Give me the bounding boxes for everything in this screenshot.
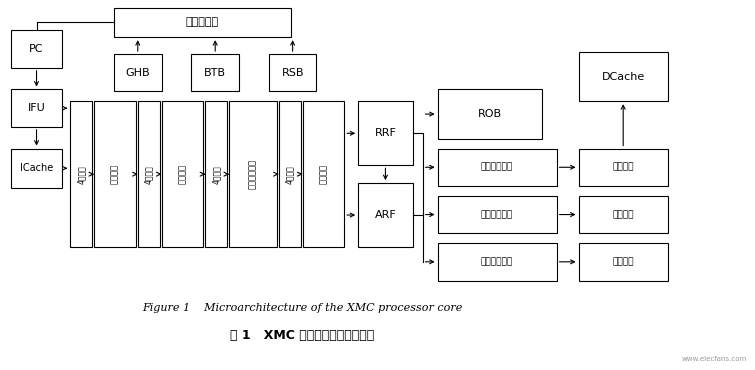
Text: Figure 1    Microarchitecture of the XMC processor core: Figure 1 Microarchitecture of the XMC pr… xyxy=(143,303,463,313)
Bar xyxy=(438,196,556,233)
Text: RRF: RRF xyxy=(374,128,396,138)
Bar xyxy=(303,101,344,247)
Text: 访存发射队列: 访存发射队列 xyxy=(481,163,513,172)
Bar xyxy=(438,243,556,280)
Text: ROB: ROB xyxy=(478,109,502,119)
Bar xyxy=(94,101,136,247)
Text: 浮点发射队列: 浮点发射队列 xyxy=(481,257,513,266)
Bar xyxy=(114,54,162,91)
Text: PC: PC xyxy=(29,44,44,54)
Bar xyxy=(162,101,203,247)
Text: 图 1   XMC 处理器核的微体系结构: 图 1 XMC 处理器核的微体系结构 xyxy=(230,329,374,342)
Bar xyxy=(11,90,63,127)
Text: 分支预测器: 分支预测器 xyxy=(186,17,219,27)
Bar xyxy=(578,196,668,233)
Text: IFU: IFU xyxy=(28,103,45,113)
Bar xyxy=(11,30,63,68)
Bar xyxy=(279,101,300,247)
Bar xyxy=(229,101,277,247)
Text: 访存部件: 访存部件 xyxy=(612,163,634,172)
Bar xyxy=(578,243,668,280)
Bar xyxy=(438,149,556,186)
Bar xyxy=(578,52,668,101)
Bar xyxy=(578,149,668,186)
Bar xyxy=(438,90,542,139)
Text: 整数发射队列: 整数发射队列 xyxy=(481,210,513,219)
Bar xyxy=(358,101,413,165)
Bar xyxy=(358,183,413,247)
Text: 4条缓冲: 4条缓冲 xyxy=(211,165,220,184)
Text: DCache: DCache xyxy=(602,72,645,82)
Bar xyxy=(269,54,316,91)
Text: 重命名映射表: 重命名映射表 xyxy=(248,159,257,189)
Bar xyxy=(205,101,227,247)
Text: 浮点部件: 浮点部件 xyxy=(612,257,634,266)
Text: 分派队列: 分派队列 xyxy=(319,164,328,184)
Text: RSB: RSB xyxy=(282,68,304,78)
Text: 4条缓冲: 4条缓冲 xyxy=(144,165,153,184)
Text: www.elecfans.com: www.elecfans.com xyxy=(682,356,747,362)
Text: 4条缓冲: 4条缓冲 xyxy=(77,165,86,184)
Bar xyxy=(137,101,159,247)
Text: 译码队列: 译码队列 xyxy=(178,164,187,184)
Text: BTB: BTB xyxy=(204,68,226,78)
Text: GHB: GHB xyxy=(125,68,150,78)
Bar xyxy=(70,101,92,247)
Text: 整数部件: 整数部件 xyxy=(612,210,634,219)
Text: ICache: ICache xyxy=(20,163,53,173)
Text: 指令队列: 指令队列 xyxy=(110,164,119,184)
Bar xyxy=(191,54,239,91)
Text: 4条缓冲: 4条缓冲 xyxy=(285,165,294,184)
Bar xyxy=(11,149,63,188)
Bar xyxy=(114,8,291,37)
Text: ARF: ARF xyxy=(374,210,396,220)
